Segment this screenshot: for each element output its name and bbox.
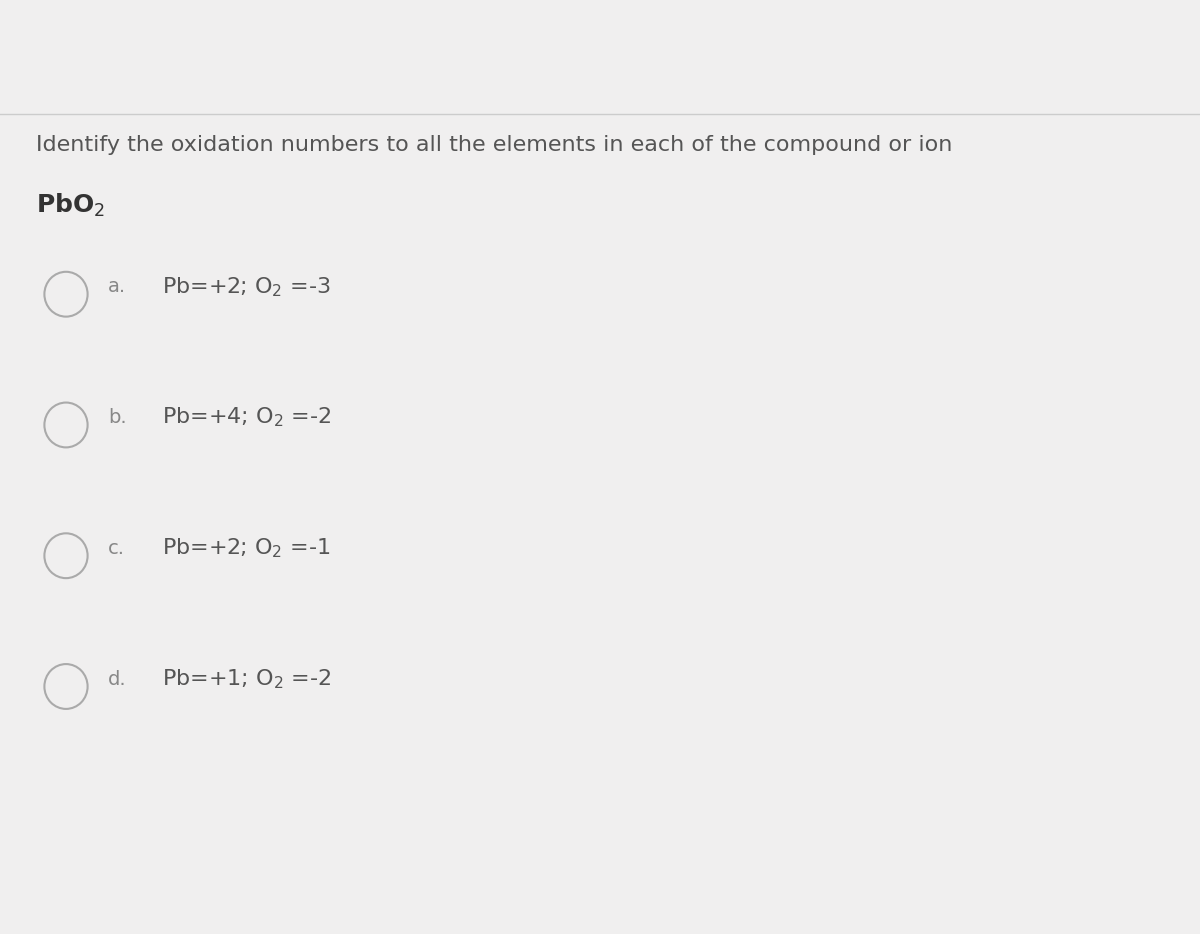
Ellipse shape <box>44 664 88 709</box>
Text: c.: c. <box>108 539 125 558</box>
Ellipse shape <box>44 533 88 578</box>
Text: Pb=+1; O$_2$ =-2: Pb=+1; O$_2$ =-2 <box>162 667 331 691</box>
Text: Identify the oxidation numbers to all the elements in each of the compound or io: Identify the oxidation numbers to all th… <box>36 135 953 155</box>
Text: Pb=+4; O$_2$ =-2: Pb=+4; O$_2$ =-2 <box>162 405 331 430</box>
Ellipse shape <box>44 272 88 317</box>
Text: Pb=+2; O$_2$ =-1: Pb=+2; O$_2$ =-1 <box>162 536 330 560</box>
Text: a.: a. <box>108 277 126 296</box>
Text: d.: d. <box>108 670 127 688</box>
Text: Pb=+2; O$_2$ =-3: Pb=+2; O$_2$ =-3 <box>162 275 330 299</box>
Ellipse shape <box>44 403 88 447</box>
Text: PbO$_2$: PbO$_2$ <box>36 191 106 219</box>
Text: b.: b. <box>108 408 127 427</box>
